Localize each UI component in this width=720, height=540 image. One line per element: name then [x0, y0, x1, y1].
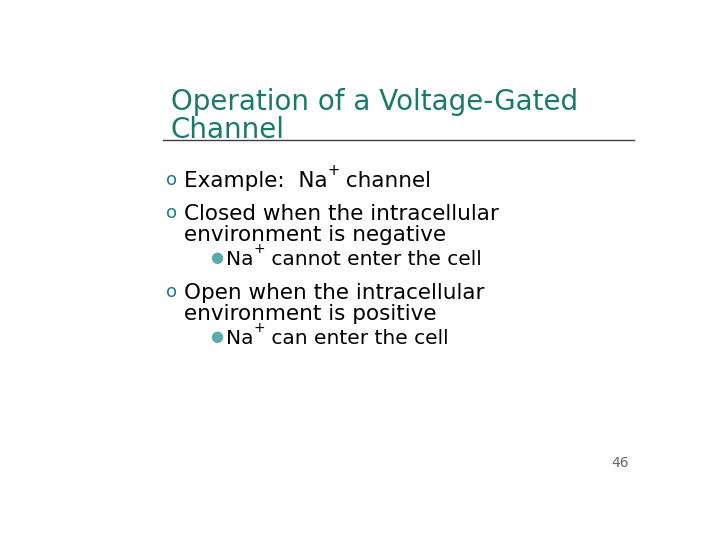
Text: +: +: [253, 321, 265, 335]
Text: +: +: [328, 163, 340, 178]
Text: ●: ●: [210, 329, 223, 344]
Text: Operation of a Voltage-Gated: Operation of a Voltage-Gated: [171, 87, 578, 116]
Text: environment is positive: environment is positive: [184, 304, 436, 324]
Text: environment is negative: environment is negative: [184, 225, 446, 245]
Text: Closed when the intracellular: Closed when the intracellular: [184, 204, 499, 224]
Text: ●: ●: [210, 250, 223, 265]
Text: o: o: [166, 283, 178, 301]
Text: Example:  Na: Example: Na: [184, 171, 328, 191]
Text: +: +: [253, 242, 265, 256]
Text: o: o: [166, 204, 178, 222]
Text: Na: Na: [225, 329, 253, 348]
Text: can enter the cell: can enter the cell: [265, 329, 449, 348]
Text: 46: 46: [611, 456, 629, 470]
Text: Channel: Channel: [171, 116, 285, 144]
Text: cannot enter the cell: cannot enter the cell: [265, 250, 482, 269]
Text: o: o: [166, 171, 178, 189]
Text: Na: Na: [225, 250, 253, 269]
Text: channel: channel: [340, 171, 431, 191]
Text: Open when the intracellular: Open when the intracellular: [184, 283, 485, 303]
